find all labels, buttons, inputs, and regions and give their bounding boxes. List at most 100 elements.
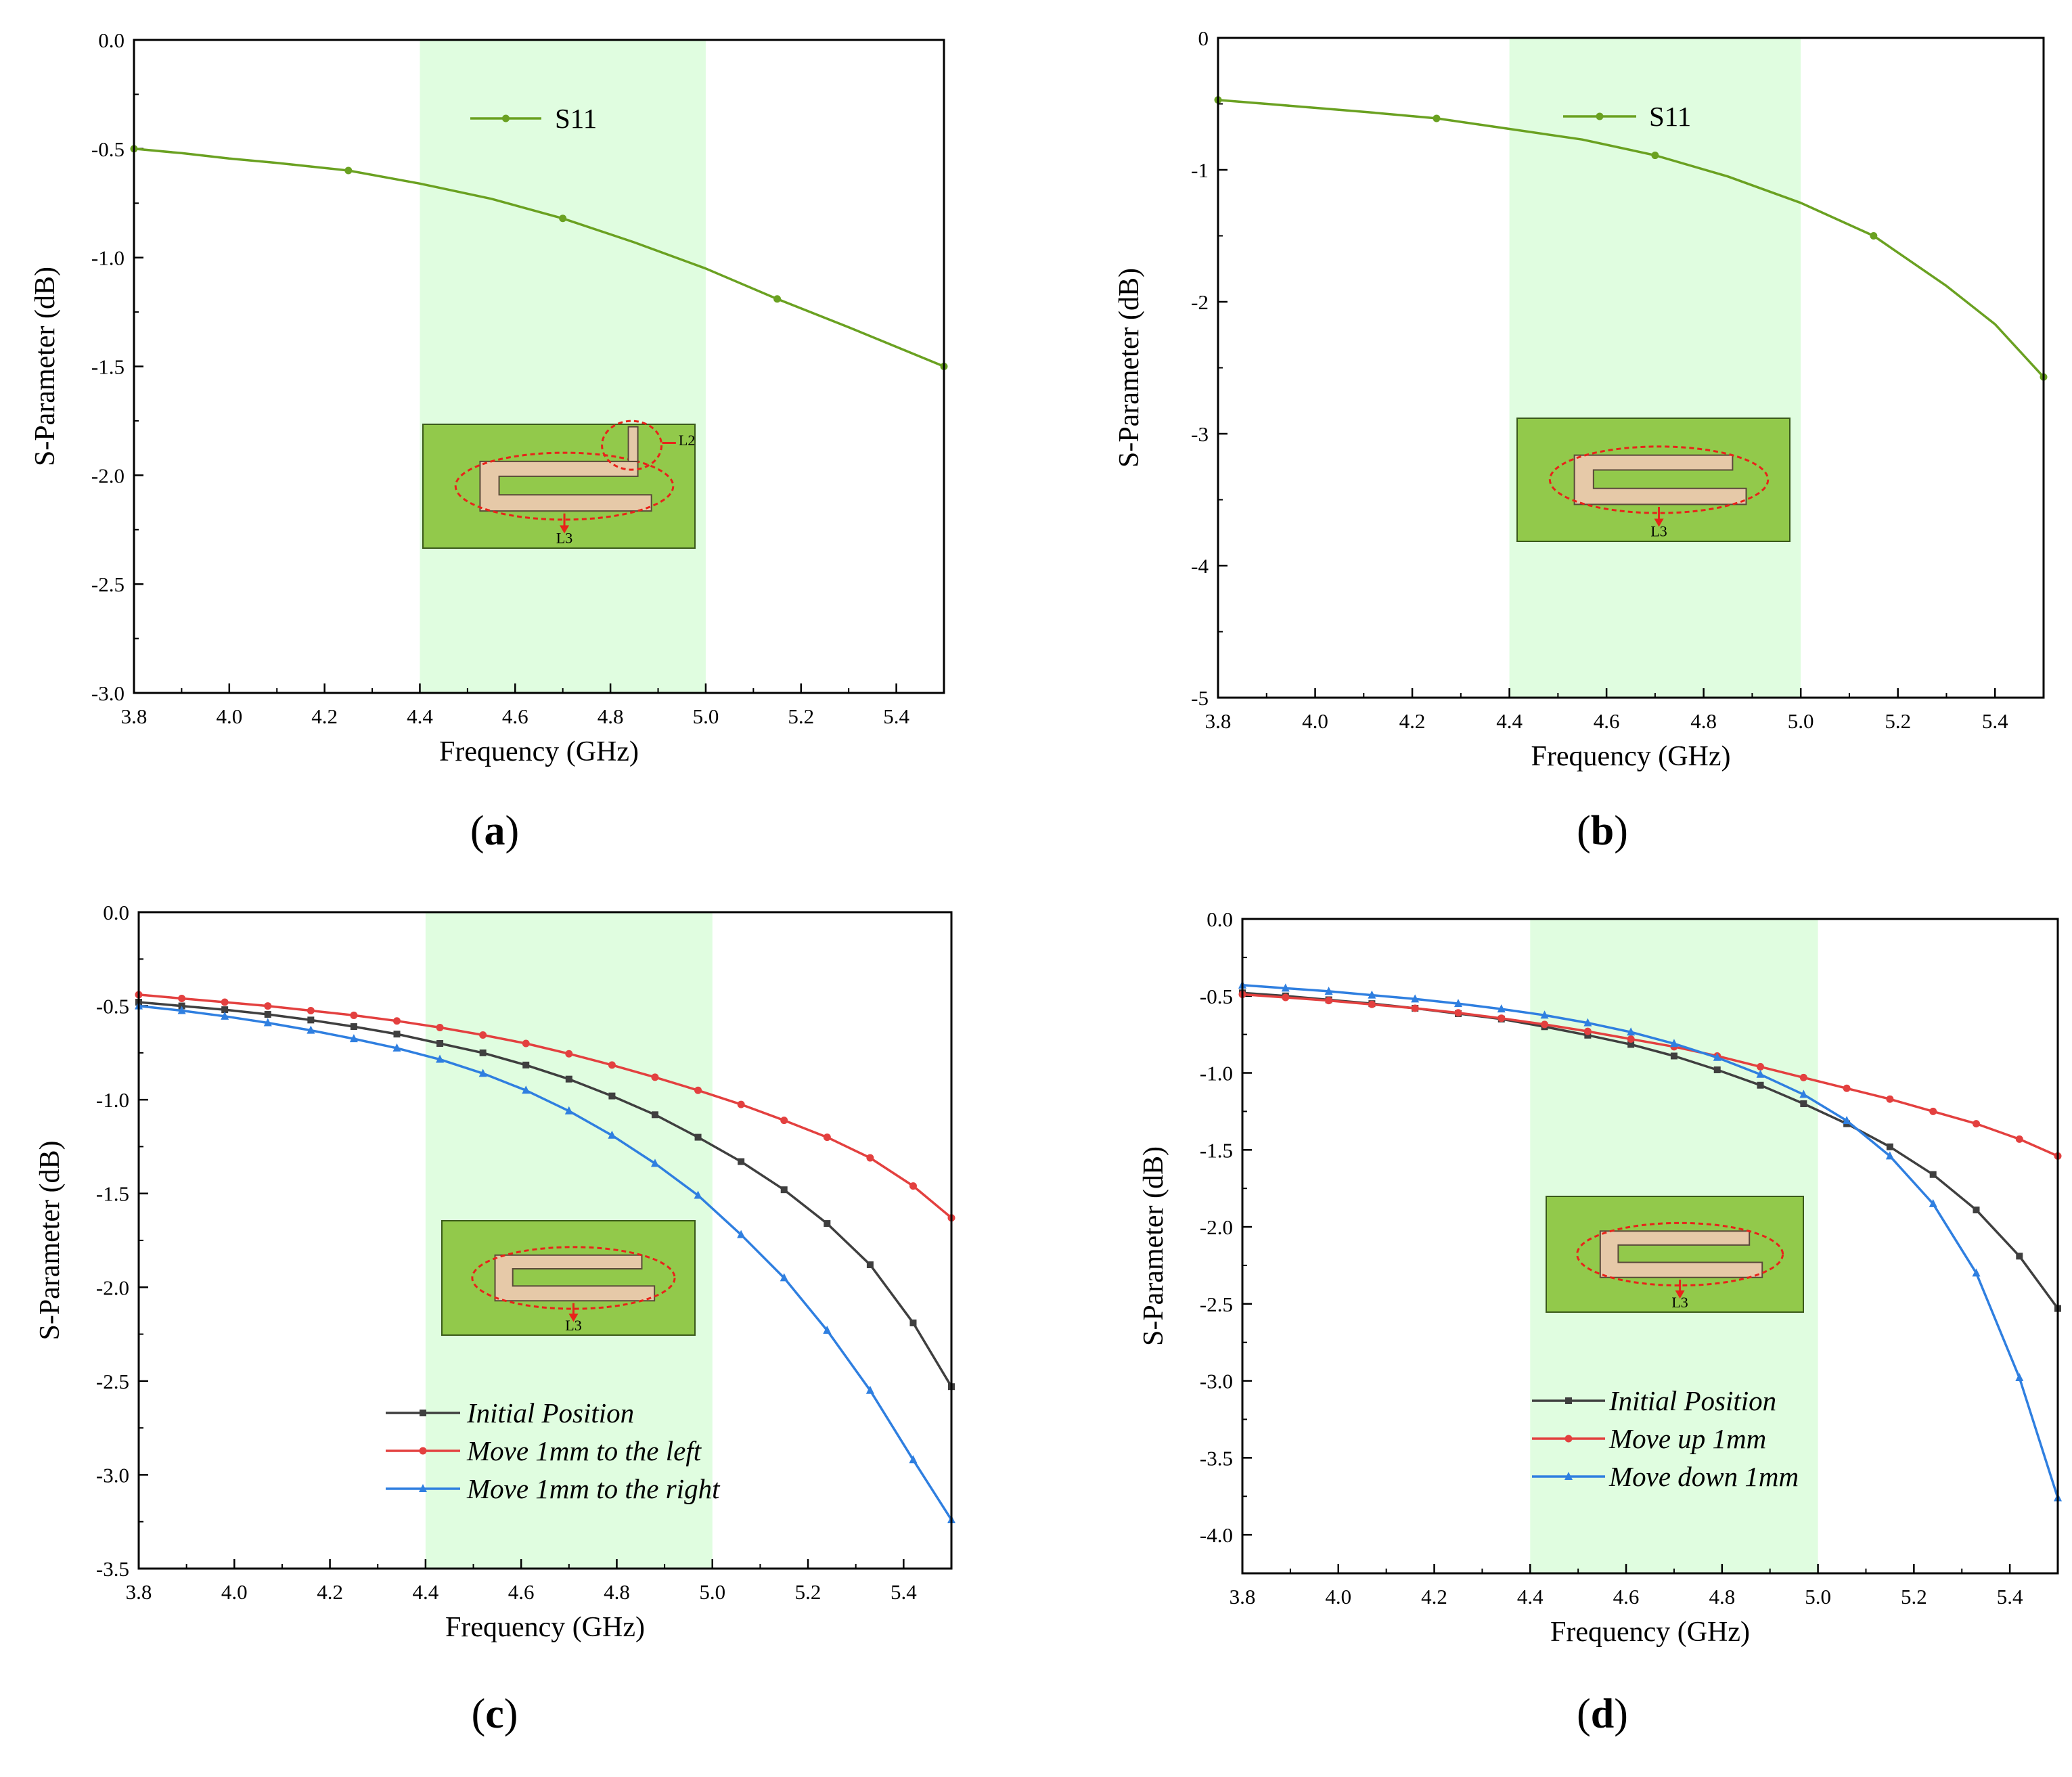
- data-point: [1282, 993, 1290, 1002]
- y-tick-label: -3.0: [1200, 1370, 1233, 1393]
- y-tick-label: -1: [1191, 158, 1209, 182]
- data-point: [307, 1007, 315, 1014]
- data-point: [1843, 1084, 1851, 1092]
- inset-label-l3: L3: [1671, 1294, 1688, 1311]
- panel-label: (d): [1577, 1691, 1628, 1737]
- panel-label-open-paren: (: [1577, 808, 1591, 854]
- data-point: [564, 1106, 573, 1115]
- data-point: [1433, 114, 1441, 122]
- y-tick-label: 0.0: [1207, 907, 1233, 931]
- y-tick-label: -5: [1191, 686, 1209, 710]
- data-point: [1973, 1120, 1980, 1128]
- inset-strip: [494, 1254, 656, 1302]
- x-tick-label: 4.0: [221, 1580, 248, 1604]
- data-point: [522, 1061, 530, 1069]
- antenna-inset: L2 L3: [422, 420, 696, 549]
- y-tick-label: -0.5: [1200, 985, 1233, 1008]
- legend-marker-1: [502, 114, 510, 122]
- data-point: [780, 1273, 788, 1282]
- plot-frame: [137, 911, 953, 1570]
- data-point: [1541, 1020, 1549, 1029]
- y-tick-label: -1.5: [1200, 1138, 1233, 1162]
- x-tick-label: 5.2: [1901, 1585, 1927, 1609]
- data-point: [1627, 1027, 1636, 1036]
- data-point: [780, 1186, 788, 1194]
- y-tick-label: -3.5: [1200, 1446, 1233, 1470]
- data-point: [1583, 1027, 1592, 1035]
- panel-label-close-paren: ): [1614, 1691, 1628, 1737]
- legend-marker-2: [419, 1447, 427, 1455]
- data-point: [1368, 990, 1376, 999]
- x-tick-label: 4.8: [1690, 709, 1717, 733]
- data-point: [780, 1117, 788, 1125]
- x-tick-label: 5.0: [1805, 1585, 1831, 1609]
- data-point: [608, 1061, 616, 1069]
- data-point: [608, 1092, 616, 1100]
- inset-stub: [627, 426, 639, 462]
- data-point: [1584, 1031, 1592, 1039]
- panel-b-chart: 3.8 4.0 4.2 4.4 4.6 4.8 5.0 5.2 5.4 0 -1 -2 -3 -4 -5 L3…: [1114, 26, 2048, 854]
- y-tick-label: -0.5: [96, 995, 129, 1018]
- y-axis-title: S-Parameter (dB): [1138, 1146, 1169, 1346]
- series-line-3: [138, 1004, 953, 1521]
- data-point: [694, 1190, 702, 1199]
- y-tick-label: -2.0: [1200, 1215, 1233, 1239]
- data-point: [436, 1054, 445, 1063]
- data-point: [392, 1017, 401, 1025]
- inset-dashed-ellipse: [454, 451, 675, 521]
- data-point: [651, 1111, 658, 1119]
- x-tick-label: 4.6: [1594, 709, 1620, 733]
- legend-label-2: Move 1mm to the left: [466, 1435, 702, 1466]
- data-point: [1870, 232, 1878, 240]
- y-tick-label: 0.0: [103, 901, 129, 924]
- data-point: [1973, 1207, 1980, 1214]
- data-point: [522, 1085, 531, 1094]
- data-point: [221, 1011, 229, 1020]
- x-tick-label: 5.0: [699, 1580, 725, 1604]
- data-point: [436, 1040, 444, 1047]
- y-tick-label: -0.5: [91, 137, 125, 161]
- x-tick-label: 4.4: [1517, 1585, 1544, 1609]
- data-point: [349, 1034, 358, 1043]
- y-tick-label: -2.5: [91, 572, 125, 596]
- inset-strip: [1573, 454, 1747, 505]
- data-point: [1756, 1069, 1765, 1078]
- data-point: [1411, 1004, 1419, 1012]
- y-tick-label: -3.0: [96, 1463, 129, 1487]
- x-tick-label: 4.4: [1496, 709, 1523, 733]
- antenna-inset: L3: [1546, 1196, 1804, 1313]
- data-point: [909, 1319, 917, 1326]
- data-point: [478, 1069, 487, 1077]
- data-point: [1885, 1151, 1894, 1160]
- data-point: [651, 1073, 659, 1081]
- data-point: [1886, 1143, 1893, 1150]
- legend-marker-2: [1564, 1435, 1573, 1443]
- data-point: [694, 1133, 702, 1141]
- data-point: [823, 1326, 832, 1334]
- x-tick-label: 5.4: [1982, 709, 2008, 733]
- data-point: [866, 1261, 874, 1269]
- series-line-2: [1242, 993, 2058, 1158]
- frequency-band-highlight: [420, 40, 706, 693]
- x-tick-label: 3.8: [1230, 1585, 1256, 1609]
- data-point: [1800, 1100, 1807, 1108]
- legend-marker-1: [1565, 1397, 1572, 1404]
- x-tick-label: 4.4: [407, 704, 433, 728]
- data-point: [221, 1006, 229, 1014]
- panel-label-letter: c: [485, 1691, 504, 1737]
- data-point: [823, 1133, 831, 1142]
- data-point: [1886, 1095, 1894, 1103]
- y-tick-label: -2.5: [96, 1370, 129, 1393]
- data-point: [650, 1159, 659, 1167]
- y-tick-label: -2: [1191, 290, 1209, 314]
- x-tick-label: 5.0: [693, 704, 719, 728]
- x-tick-label: 3.8: [126, 1580, 152, 1604]
- panel-label-close-paren: ): [1614, 808, 1628, 854]
- antenna-inset: L3: [441, 1220, 696, 1336]
- data-point: [1583, 1018, 1592, 1027]
- x-tick-label: 4.2: [317, 1580, 343, 1604]
- data-point: [1324, 986, 1333, 995]
- data-point: [865, 1385, 874, 1394]
- data-point: [1929, 1171, 1937, 1178]
- data-point: [2015, 1135, 2023, 1143]
